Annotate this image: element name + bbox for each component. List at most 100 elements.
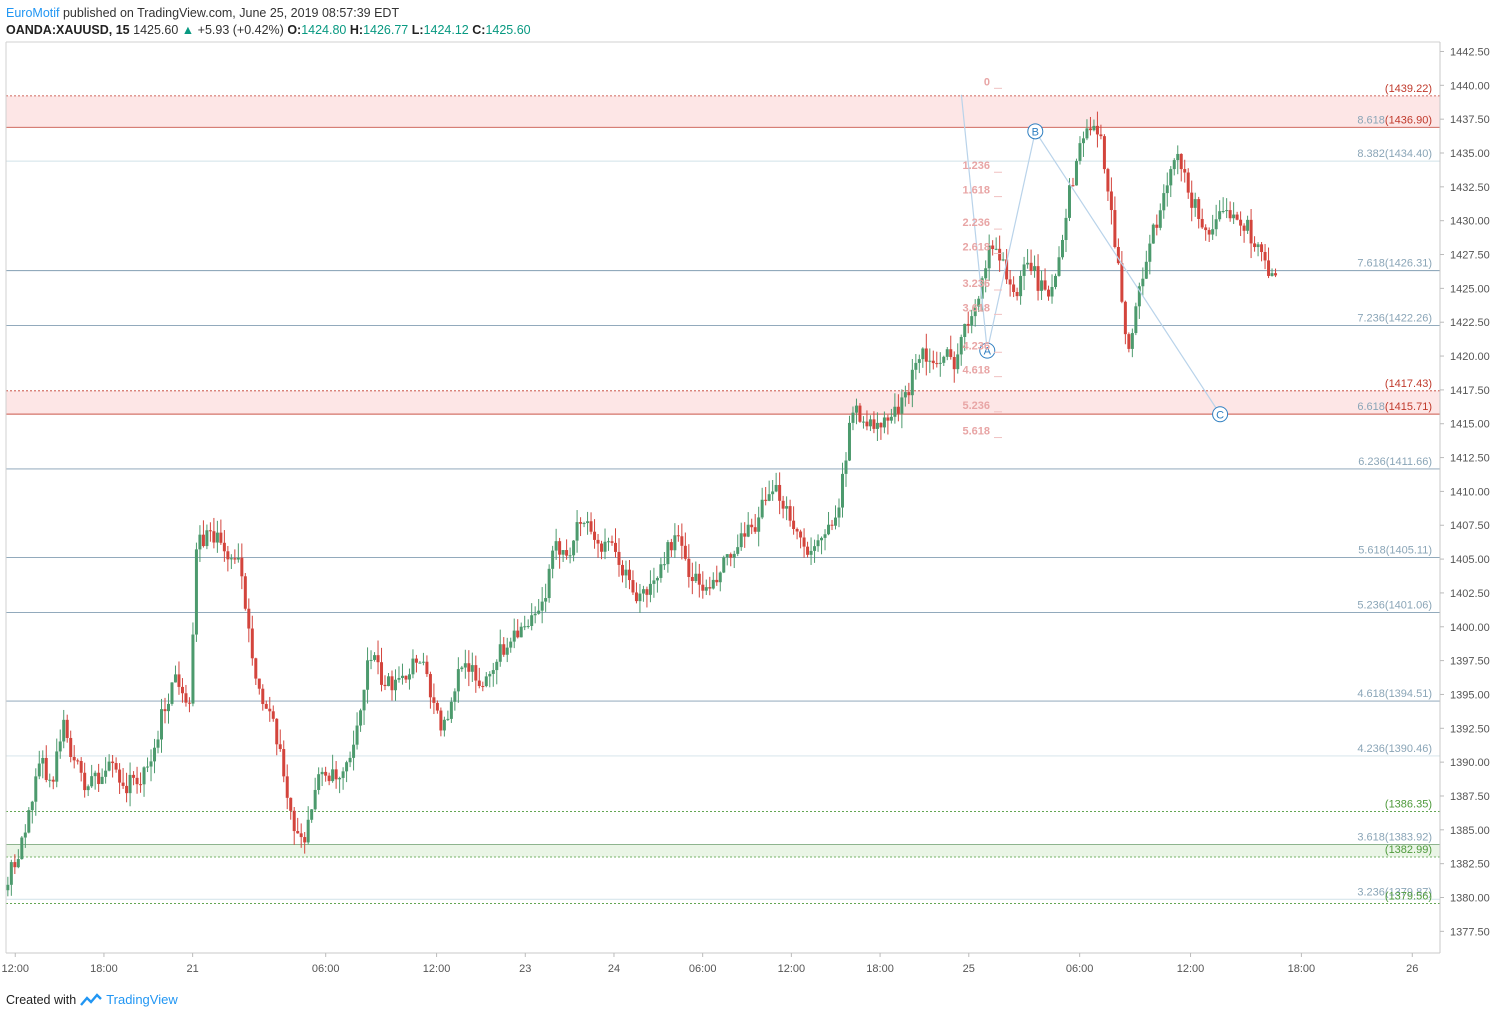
- y-axis-tick-label: 1377.50: [1450, 926, 1490, 938]
- zone-price-label: (1439.22): [1385, 83, 1432, 95]
- fib-ratio-text: 8.618: [1357, 114, 1385, 126]
- candle-body: [1137, 286, 1141, 307]
- symbol-label[interactable]: OANDA:XAUUSD, 15: [6, 23, 130, 37]
- fib-price-text: (1405.11): [1386, 545, 1432, 557]
- candle-body: [987, 245, 991, 269]
- x-axis-tick-label: 21: [187, 963, 199, 975]
- y-axis-tick-label: 1425.00: [1450, 283, 1490, 295]
- candle-body: [303, 837, 307, 843]
- candle-body: [917, 359, 921, 363]
- candle-body: [1162, 193, 1166, 211]
- candle-body: [125, 785, 129, 794]
- candle-body: [1102, 136, 1106, 170]
- candle-body: [809, 550, 813, 555]
- candle-body: [1050, 287, 1054, 297]
- y-axis-tick-label: 1380.00: [1450, 893, 1490, 905]
- fib-price-text: (1415.71): [1385, 401, 1432, 413]
- candle-body: [20, 837, 24, 860]
- candle-body: [753, 527, 757, 532]
- candle-body: [872, 419, 876, 429]
- candle-body: [247, 608, 251, 629]
- candle-body: [973, 306, 977, 317]
- candle-body: [1144, 261, 1148, 279]
- candle-body: [1148, 243, 1152, 262]
- candle-body: [51, 779, 55, 782]
- fib-level-label: 4.236(1390.46): [1357, 743, 1432, 755]
- candle-body: [589, 521, 593, 532]
- candle-body: [1253, 243, 1257, 248]
- close-value: 1425.60: [485, 23, 531, 37]
- candle-body: [449, 701, 453, 719]
- y-axis-tick-label: 1432.50: [1450, 182, 1490, 194]
- candle-body: [1074, 160, 1078, 186]
- candle-body: [107, 761, 111, 771]
- candle-body: [746, 524, 750, 537]
- candle-body: [938, 362, 942, 364]
- fib-ratio-text: 6.236: [1358, 456, 1386, 468]
- candle-body: [662, 564, 666, 566]
- candle-body: [806, 546, 810, 555]
- candle-body: [41, 757, 45, 764]
- candle-body: [854, 405, 858, 413]
- candle-body: [257, 678, 261, 689]
- candle-body: [998, 248, 1002, 261]
- candle-body: [865, 421, 869, 427]
- candle-body: [708, 587, 712, 589]
- candle-body: [757, 517, 761, 532]
- candle-body: [212, 531, 216, 543]
- candle-body: [205, 530, 209, 547]
- y-axis-tick-label: 1435.00: [1450, 148, 1490, 160]
- candle-body: [1033, 266, 1037, 271]
- y-axis-tick-label: 1400.00: [1450, 622, 1490, 634]
- candle-body: [834, 517, 838, 526]
- x-axis-tick-label: 18:00: [90, 963, 118, 975]
- author-link[interactable]: EuroMotif: [6, 6, 60, 20]
- candle-body: [292, 810, 296, 832]
- candle-body: [704, 587, 708, 591]
- candle-body: [1221, 211, 1225, 213]
- candle-body: [1134, 306, 1138, 334]
- candle-body: [1274, 273, 1278, 276]
- candle-body: [607, 541, 611, 543]
- candle-body: [530, 615, 534, 626]
- candle-body: [858, 405, 862, 422]
- tradingview-logo-icon: [80, 992, 103, 1006]
- candle-body: [739, 533, 743, 548]
- candle-body: [634, 592, 638, 602]
- candle-body: [65, 719, 69, 738]
- candle-body: [1214, 219, 1218, 230]
- candle-body: [544, 598, 548, 602]
- x-axis-tick-label: 25: [963, 963, 975, 975]
- candle-body: [474, 665, 478, 681]
- candle-body: [551, 550, 555, 569]
- candle-body: [407, 674, 411, 680]
- candle-body: [313, 789, 317, 810]
- tradingview-brand[interactable]: TradingView: [106, 992, 178, 1007]
- fib-ratio-text: 6.618: [1357, 401, 1385, 413]
- candle-body: [620, 564, 624, 576]
- candle-body: [771, 491, 775, 495]
- y-axis-tick-label: 1430.00: [1450, 216, 1490, 228]
- candle-body: [1172, 160, 1176, 170]
- candle-body: [282, 749, 286, 777]
- candle-body: [393, 679, 397, 691]
- fib-level-label: 6.236(1411.66): [1358, 456, 1432, 468]
- candle-body: [861, 421, 865, 423]
- candle-body: [390, 676, 394, 691]
- fib-level-label: 8.382(1434.40): [1357, 148, 1432, 160]
- candle-body: [903, 392, 907, 398]
- candle-body: [222, 542, 226, 552]
- fib-ratio-text: 7.618: [1357, 258, 1385, 270]
- candle-body: [1200, 218, 1204, 228]
- close-label: C:: [472, 23, 486, 37]
- x-axis-tick-label: 18:00: [1288, 963, 1316, 975]
- candle-body: [156, 739, 160, 748]
- zone-price-label: (1386.35): [1385, 799, 1432, 811]
- extension-label: 4.618: [962, 365, 990, 377]
- y-axis-tick-label: 1405.00: [1450, 554, 1490, 566]
- candle-body: [306, 819, 310, 843]
- candle-body: [1109, 191, 1113, 211]
- candle-body: [1099, 134, 1103, 137]
- candle-body: [966, 323, 970, 326]
